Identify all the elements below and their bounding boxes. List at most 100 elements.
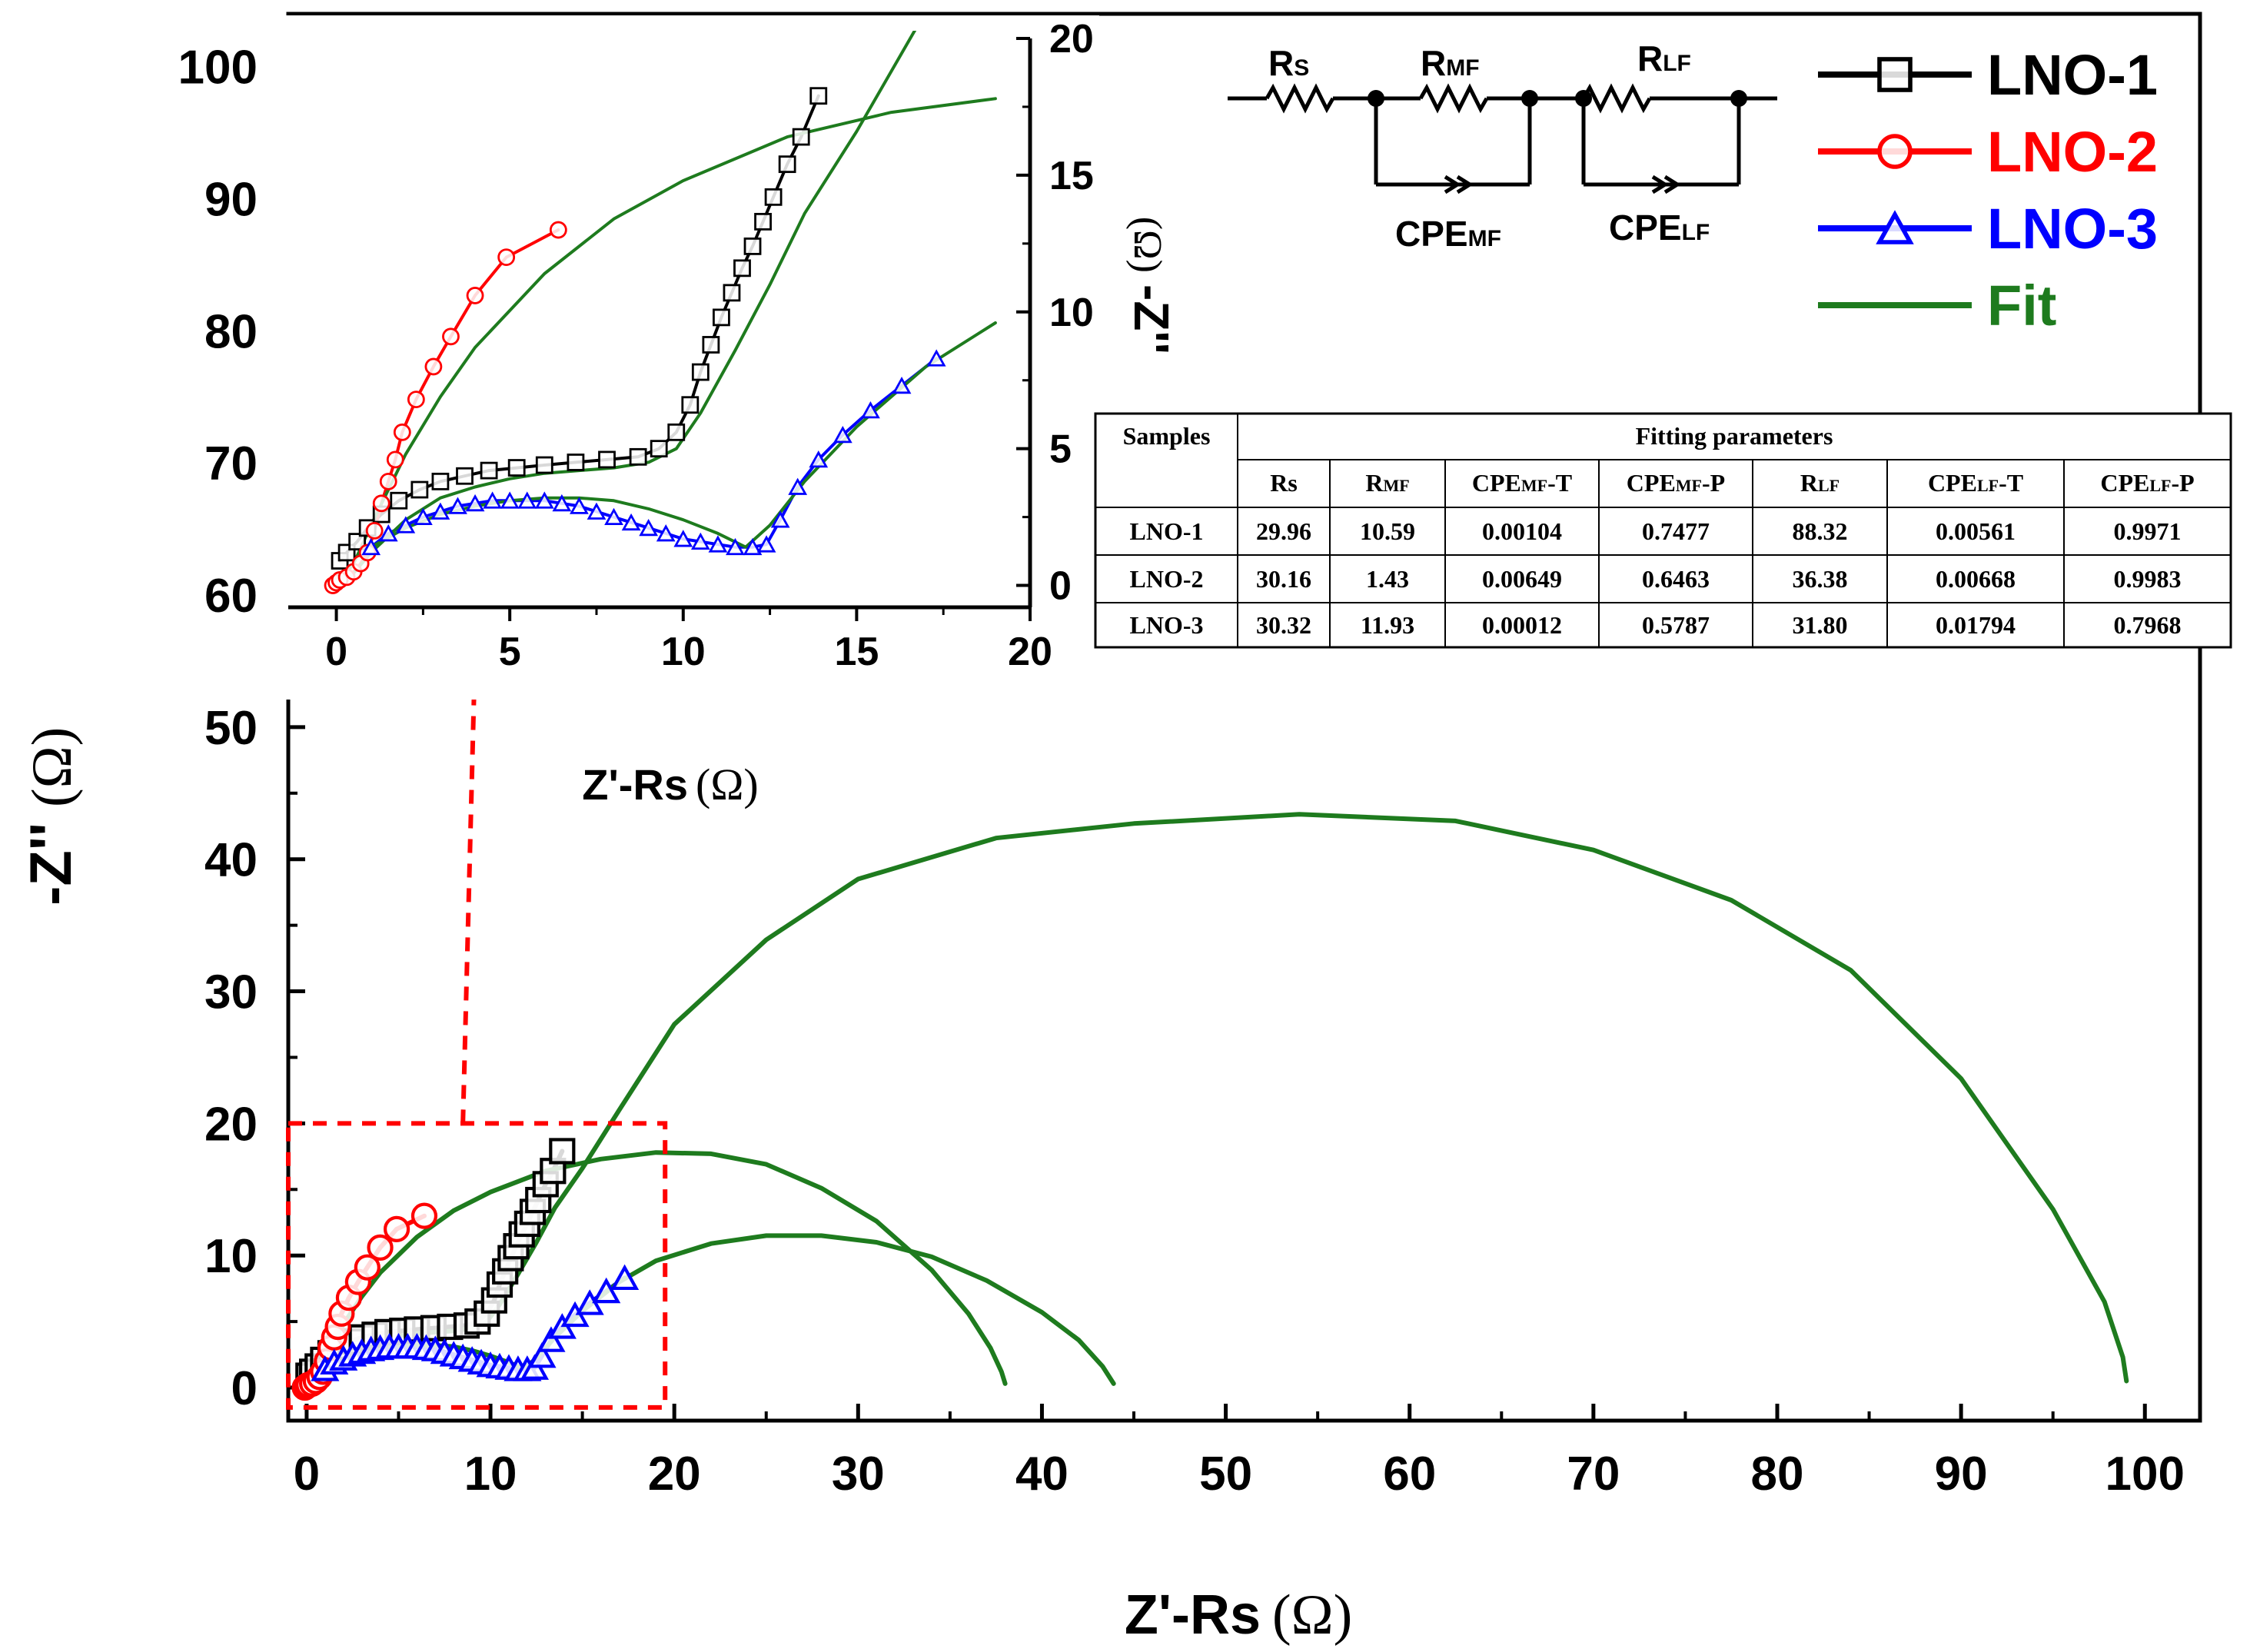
inset-point-lno-1 — [723, 284, 741, 302]
table-col-header-main: CPE — [1472, 469, 1521, 497]
inset-point-lno-1 — [809, 87, 828, 105]
inset-point-lno-2 — [386, 450, 404, 469]
table-cell-value: 11.93 — [1361, 611, 1414, 639]
inset-point-lno-1 — [410, 480, 429, 499]
equivalent-circuit: RS RMF RLF CPEMF CPELF — [1228, 38, 1777, 254]
main-y-tick-label: 60 — [204, 570, 258, 623]
table-cell-value: 0.7968 — [2114, 611, 2182, 639]
inset-point-lno-1 — [480, 461, 498, 480]
table-col-header-main: Rs — [1270, 469, 1298, 497]
inset-point-lno-1 — [390, 491, 408, 510]
table-col-header: CPEMF-P — [1627, 469, 1725, 497]
main-x-tick-label: 40 — [1015, 1448, 1069, 1501]
table-col-header-sub: LF — [1818, 476, 1840, 495]
inset-point-lno-3 — [552, 494, 572, 512]
inset-point-lno-3 — [926, 349, 946, 367]
main-plot: 0 10 20 30 40 50 60 70 80 90 100010203040506070809… — [178, 12, 2202, 1501]
table-col-header: RMF — [1365, 469, 1409, 497]
main-x-tick-label: 30 — [832, 1448, 885, 1501]
table-header-group: Fitting parameters — [1636, 422, 1833, 450]
circuit-label-rs: RS — [1268, 43, 1309, 83]
inset-point-lno-1 — [456, 467, 474, 485]
inset-x-tick-label: 15 — [834, 630, 879, 674]
inset-y-tick-label: 5 — [1049, 427, 1072, 472]
main-plot-frame — [286, 12, 2202, 1423]
table-cell-value: 0.6463 — [1642, 565, 1710, 593]
main-x-tick-label: 90 — [1935, 1448, 1988, 1501]
legend-label-lno-1: LNO-1 — [1987, 43, 2158, 107]
main-y-tick-label: 70 — [204, 437, 258, 490]
main-y-tick-label: 90 — [204, 174, 258, 227]
circuit-wires — [1228, 83, 1777, 194]
main-y-tick-label: 80 — [204, 305, 258, 358]
inset-point-lno-3 — [378, 524, 398, 542]
inset-point-lno-3 — [621, 513, 641, 531]
table-cell-value: 0.00104 — [1482, 517, 1562, 545]
legend-label-fit: Fit — [1987, 274, 2056, 337]
main-x-tick-label: 0 — [294, 1448, 320, 1501]
inset-point-lno-2 — [365, 521, 384, 540]
main-x-tick-label: 80 — [1751, 1448, 1804, 1501]
main-axes: 0 10 20 30 40 50 60 70 80 90 100010203040506070809… — [178, 12, 2202, 1501]
main-x-tick-label: 20 — [648, 1448, 701, 1501]
inset-x-tick-label: 10 — [661, 630, 706, 674]
table-cell-value: 0.01794 — [1936, 611, 2016, 639]
inset-point-lno-1 — [743, 237, 762, 255]
inset-point-lno-3 — [809, 450, 829, 468]
main-markers — [291, 1138, 640, 1401]
inset-point-lno-3 — [892, 376, 912, 394]
zoom-arrow-line — [460, 653, 478, 1124]
inset-y-tick-label: 0 — [1049, 564, 1072, 609]
circuit-label-cpelf: CPELF — [1609, 208, 1710, 248]
legend-marker-lno-1 — [1877, 57, 1913, 92]
table-col-header: CPEMF-T — [1472, 469, 1572, 497]
table-col-header-sub: LF — [2149, 476, 2171, 495]
main-x-tick-label: 60 — [1383, 1448, 1436, 1501]
inset-point-lno-3 — [726, 537, 745, 556]
inset-point-lno-3 — [448, 497, 467, 514]
inset-point-lno-2 — [549, 221, 567, 239]
inset-point-lno-2 — [466, 287, 484, 304]
inset-x-tick-label: 5 — [499, 630, 521, 674]
table-cell-value: 0.5787 — [1642, 611, 1710, 639]
inset-point-lno-3 — [570, 497, 589, 514]
main-y-tick-label: 50 — [204, 702, 258, 755]
inset-point-lno-3 — [604, 507, 623, 525]
table-col-header-suffix: -P — [2171, 469, 2194, 497]
main-point-lno-2 — [410, 1202, 438, 1229]
inset-point-lno-1 — [792, 128, 810, 146]
main-x-axis-title: Z'-Rs (Ω) — [1125, 1584, 1352, 1647]
inset-point-lno-3 — [465, 494, 485, 512]
table-col-header-sub: LF — [1977, 476, 1999, 495]
table-col-header: RLF — [1800, 469, 1840, 497]
inset-point-lno-2 — [393, 423, 411, 441]
table-col-header: Rs — [1270, 469, 1298, 497]
inset-point-lno-1 — [629, 447, 647, 466]
table-col-header-suffix: -T — [1999, 469, 2023, 497]
table-cell-value: 31.80 — [1793, 611, 1848, 639]
main-y-tick-label: 100 — [178, 42, 258, 95]
table-cell-value: 1.43 — [1366, 565, 1409, 593]
main-point-lno-1 — [532, 1171, 559, 1198]
inset-point-lno-1 — [764, 188, 783, 206]
inset-point-lno-3 — [833, 425, 852, 444]
inset-point-lno-3 — [483, 491, 502, 509]
table-col-header-main: R — [1365, 469, 1384, 497]
inset-point-lno-3 — [361, 537, 381, 556]
table-col-header: CPELF-P — [2100, 469, 2194, 497]
circuit-label-rmf: RMF — [1421, 43, 1480, 83]
table-cell-sample: LNO-2 — [1130, 565, 1204, 593]
main-point-lno-3 — [610, 1264, 640, 1291]
table-col-header-main: CPE — [2100, 469, 2149, 497]
table-cell-sample: LNO-1 — [1130, 517, 1204, 545]
inset-y-tick-label: 10 — [1049, 291, 1094, 335]
inset-point-lno-1 — [681, 396, 700, 414]
inset-point-lno-3 — [396, 516, 416, 533]
main-point-lno-3 — [592, 1277, 621, 1304]
inset-point-lno-2 — [407, 391, 425, 409]
inset-axes: 0 5 10 15 20 0 5 10 15 20 — [288, 17, 1094, 674]
legend-label-lno-2: LNO-2 — [1987, 120, 2158, 184]
circuit-label-cpemf: CPEMF — [1395, 214, 1501, 254]
inset-point-lno-3 — [587, 502, 607, 520]
